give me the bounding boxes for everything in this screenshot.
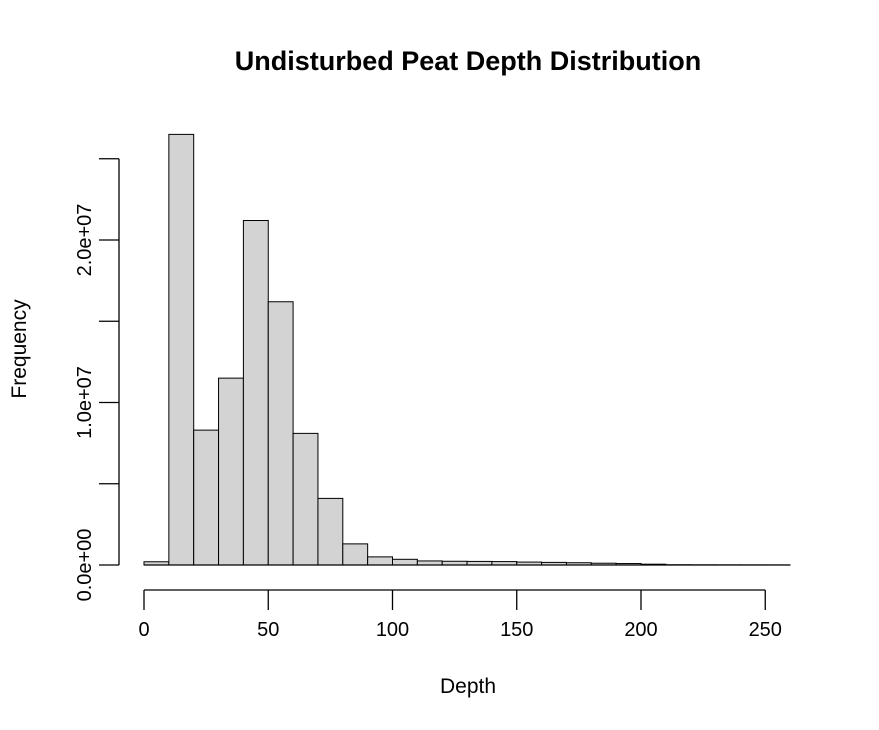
histogram-bar [218, 377, 244, 566]
histogram-bar [267, 301, 294, 566]
histogram-bar [342, 543, 369, 566]
x-tick-label: 0 [138, 619, 149, 641]
y-tick-label: 1.0e+07 [74, 366, 96, 439]
y-tick-label: 0.0e+00 [74, 529, 96, 602]
histogram-bar [392, 558, 418, 566]
histogram-bar [242, 220, 269, 566]
x-tick-label: 50 [257, 619, 279, 641]
histogram-bar [416, 560, 443, 566]
x-axis: 0 50 100 150 200 250 [138, 589, 782, 641]
x-tick-label: 250 [749, 619, 782, 641]
histogram-bar [193, 429, 220, 566]
x-tick-label: 200 [624, 619, 657, 641]
bars-group [143, 133, 791, 566]
histogram-bar [317, 497, 344, 566]
x-tick-label: 150 [500, 619, 533, 641]
histogram-bar [292, 432, 319, 566]
y-axis: 0.0e+00 1.0e+07 2.0e+07 [74, 158, 120, 602]
chart-title: Undisturbed Peat Depth Distribution [235, 46, 702, 76]
x-tick-label: 100 [376, 619, 409, 641]
histogram-bar [168, 133, 195, 566]
x-axis-label: Depth [440, 675, 496, 698]
y-axis-label: Frequency [8, 299, 31, 399]
y-tick-label: 2.0e+07 [74, 204, 96, 277]
histogram-bar [367, 556, 393, 566]
